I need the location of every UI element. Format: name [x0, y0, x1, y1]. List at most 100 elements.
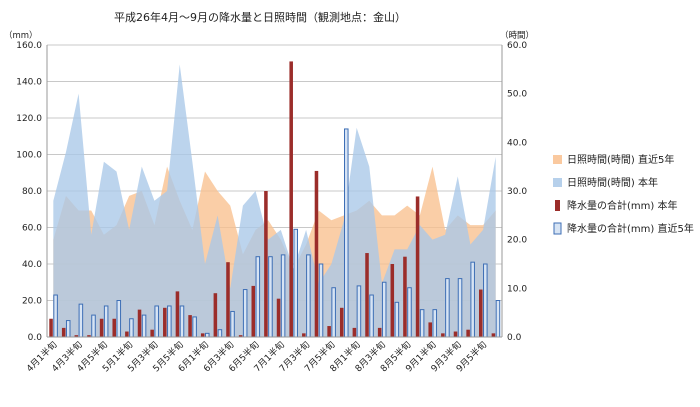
left-axis-tick-label: 60.0	[22, 224, 42, 234]
bar-rain-current	[137, 309, 142, 338]
right-axis-tick-label: 10.0	[507, 284, 527, 294]
bar-rain-current	[213, 293, 218, 337]
left-axis-tick-label: 100.0	[16, 151, 42, 161]
bar-rain-5yr	[230, 310, 235, 338]
right-axis-tick-label: 60.0	[507, 41, 527, 51]
bar-rain-current	[491, 333, 496, 337]
bar-rain-5yr	[255, 256, 261, 338]
bar-rain-5yr	[318, 263, 324, 338]
legend-swatch-area	[553, 155, 562, 164]
right-axis-tick-label: 50.0	[507, 90, 527, 100]
bar-rain-5yr	[306, 254, 311, 338]
bar-rain-5yr	[53, 294, 58, 338]
bar-rain-current	[99, 318, 104, 337]
series-area-sunshine-current	[53, 64, 496, 337]
bar-rain-5yr	[356, 285, 362, 338]
bar-rain-current	[441, 333, 445, 337]
right-axis-tick-label: 0.0	[507, 333, 522, 343]
left-axis-tick-label: 20.0	[22, 297, 42, 307]
bar-rain-5yr	[293, 228, 298, 338]
bar-rain-current	[74, 335, 79, 337]
bar-rain-current	[289, 61, 293, 338]
bar-rain-current	[314, 170, 319, 337]
bar-rain-current	[112, 318, 117, 337]
left-axis-tick-label: 0.0	[28, 333, 43, 343]
bar-rain-current	[175, 291, 180, 338]
bar-rain-5yr	[457, 278, 463, 338]
bar-rain-current	[365, 253, 369, 337]
bar-rain-current	[276, 298, 281, 337]
left-axis-tick-label: 120.0	[16, 114, 42, 124]
bar-rain-5yr	[179, 305, 185, 338]
left-axis-tick-label: 80.0	[22, 187, 42, 197]
bar-rain-5yr	[419, 309, 425, 338]
bar-rain-current	[125, 331, 129, 337]
bar-rain-5yr	[445, 278, 450, 338]
bar-rain-5yr	[381, 281, 387, 338]
bar-rain-current	[403, 256, 407, 337]
bar-rain-5yr	[432, 309, 438, 338]
bar-rain-5yr	[470, 261, 475, 338]
legend-swatch-bar-5yr	[553, 222, 562, 235]
bar-rain-current	[453, 331, 458, 337]
bar-rain-5yr	[242, 289, 248, 338]
right-axis-tick-label: 20.0	[507, 236, 527, 246]
bar-rain-current	[226, 262, 230, 337]
bar-rain-current	[302, 333, 306, 337]
bar-rain-5yr	[344, 128, 349, 338]
legend-label: 日照時間(時間) 本年	[567, 176, 658, 189]
right-axis-tick-label: 40.0	[507, 138, 527, 148]
bar-rain-current	[264, 191, 268, 337]
legend-swatch-area	[553, 178, 562, 187]
bar-rain-5yr	[154, 305, 159, 338]
bar-rain-current	[200, 333, 205, 337]
bar-rain-current	[150, 329, 154, 337]
bar-rain-5yr	[103, 305, 109, 338]
bar-rain-current	[238, 335, 243, 337]
bar-rain-current	[188, 315, 192, 337]
chart-title: 平成26年4月～9月の降水量と日照時間（観測地点：金山）	[114, 10, 406, 24]
bar-rain-5yr	[495, 300, 501, 338]
legend-label: 日照時間(時間) 直近5年	[567, 153, 674, 166]
bar-rain-5yr	[78, 303, 84, 338]
bar-rain-current	[61, 327, 66, 338]
bar-rain-current	[415, 196, 420, 337]
bar-rain-5yr	[217, 329, 223, 338]
bar-rain-current	[49, 318, 53, 337]
bar-rain-current	[466, 329, 470, 337]
legend-label: 降水量の合計(mm) 直近5年	[567, 222, 694, 235]
left-axis-tick-label: 160.0	[16, 41, 42, 51]
bar-rain-5yr	[483, 263, 488, 338]
bar-rain-5yr	[167, 305, 172, 338]
bar-rain-current	[352, 327, 357, 338]
bar-rain-5yr	[331, 287, 336, 338]
bar-rain-5yr	[129, 318, 134, 338]
bar-rain-current	[327, 326, 331, 337]
right-axis-tick-label: 30.0	[507, 187, 527, 197]
bar-rain-current	[390, 264, 395, 337]
bar-rain-5yr	[204, 332, 210, 338]
legend-label: 降水量の合計(mm) 本年	[567, 199, 677, 212]
bar-rain-5yr	[65, 320, 71, 338]
bar-rain-5yr	[407, 287, 412, 338]
bar-rain-current	[377, 327, 382, 338]
bar-rain-5yr	[116, 300, 122, 338]
left-axis-tick-label: 140.0	[16, 78, 42, 88]
bar-rain-current	[339, 307, 344, 337]
bar-rain-current	[163, 307, 167, 337]
bar-rain-current	[87, 335, 91, 337]
bar-rain-current	[251, 285, 256, 337]
plot-area: 0.0 20.0 40.0 60.0 80.0 100.0 120.0 140.0 160.0 0…	[16, 41, 527, 374]
bar-rain-5yr	[268, 256, 273, 338]
bar-rain-5yr	[369, 294, 374, 338]
bar-rain-5yr	[192, 316, 197, 338]
bar-rain-5yr	[141, 314, 147, 338]
bar-rain-5yr	[91, 314, 96, 338]
legend-swatch-bar-current	[555, 200, 560, 211]
bar-rain-current	[428, 322, 432, 337]
bar-rain-5yr	[394, 301, 400, 338]
right-axis-unit: （時間）	[500, 30, 534, 41]
